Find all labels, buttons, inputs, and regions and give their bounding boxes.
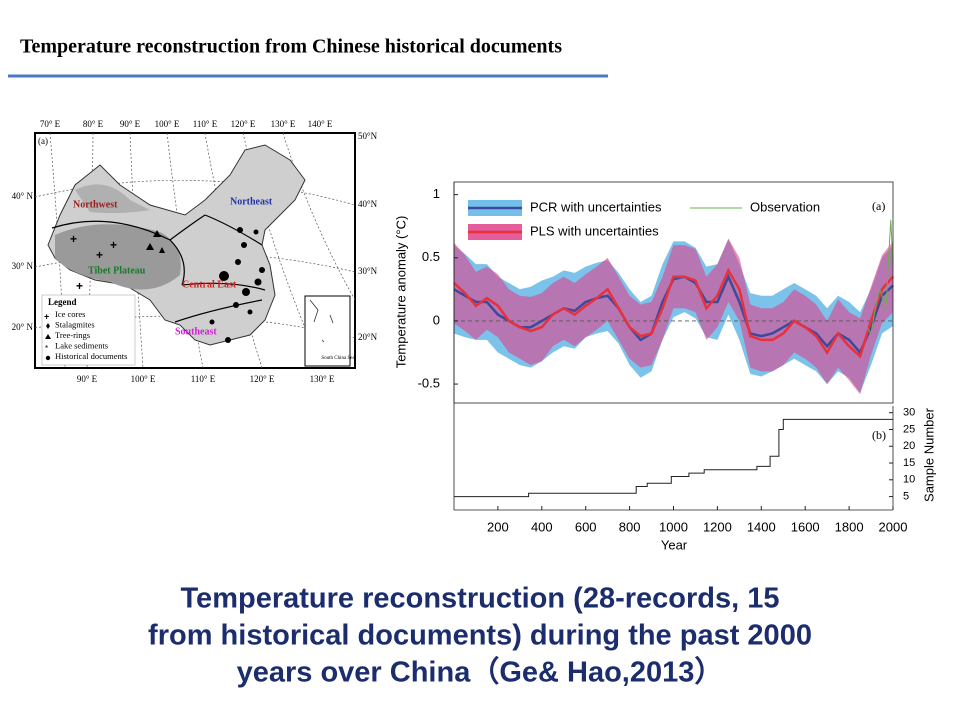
lon-label: 140° E [308, 119, 333, 129]
lon-label: 70° E [40, 119, 61, 129]
lon-label: 90° E [77, 374, 98, 384]
site-markers: + + + + [70, 227, 265, 343]
map-figure: + + + + + * (a) 70° E 80° E 90° E 100° E 110° E… [12, 119, 378, 384]
lon-label: 130° E [310, 374, 335, 384]
lat-label: 40°N [358, 199, 378, 209]
svg-text:+: + [76, 279, 83, 293]
y2-tick-label: 5 [903, 490, 909, 502]
region-label: Tibet Plateau [88, 265, 146, 276]
caption-line: Temperature reconstruction (28-records, … [181, 583, 780, 615]
x-tick-label: 600 [575, 519, 597, 534]
lon-label: 120° E [250, 374, 275, 384]
x-tick-label: 1000 [659, 519, 688, 534]
x-tick-label: 1600 [791, 519, 820, 534]
x-tick-label: 1400 [747, 519, 776, 534]
x-tick-label: 200 [487, 519, 509, 534]
lon-label: 90° E [120, 119, 141, 129]
region-boundaries [51, 214, 266, 323]
legend-label: PCR with uncertainties [530, 199, 662, 214]
lat-label: 40° N [12, 191, 34, 201]
svg-text:+: + [44, 311, 49, 321]
lat-label: 30° N [12, 261, 34, 271]
series-line [453, 267, 894, 359]
lon-label: 100° E [155, 119, 180, 129]
legend-item: Lake sediments [55, 340, 108, 350]
region-label: Southeast [175, 326, 217, 337]
x-axis-label: Year [661, 537, 688, 552]
legend-item: Stalagmites [55, 319, 95, 329]
caption-line: from historical documents) during the pa… [148, 620, 812, 652]
observation-line [866, 219, 894, 335]
region-label: Central East [182, 279, 237, 290]
lat-label: 20°N [358, 332, 378, 342]
legend-label: PLS with uncertainties [530, 223, 659, 238]
lat-label: 30°N [358, 266, 378, 276]
legend-title: Legend [48, 297, 77, 307]
svg-text:+: + [96, 248, 103, 262]
uncertainty-band [454, 238, 893, 395]
legend-label: Observation [750, 199, 820, 214]
svg-text:*: * [45, 344, 48, 353]
y-tick-label: -0.5 [418, 375, 440, 390]
y2-tick-label: 20 [903, 440, 915, 452]
y-tick-label: 1 [433, 186, 440, 201]
legend-item: Ice cores [55, 309, 85, 319]
legend-symbols: + * [44, 311, 51, 361]
lon-label: 110° E [193, 119, 218, 129]
x-tick-label: 1200 [703, 519, 732, 534]
lon-label: 120° E [231, 119, 256, 129]
legend-item: Historical documents [55, 351, 127, 361]
lat-label: 50°N [358, 131, 378, 141]
y2-tick-label: 15 [903, 457, 915, 469]
x-tick-label: 400 [531, 519, 553, 534]
panel-label: (b) [872, 428, 886, 442]
caption: Temperature reconstruction (28-records, … [148, 583, 812, 689]
svg-text:+: + [110, 238, 117, 252]
map-legend-box [41, 294, 136, 366]
region-label: Northwest [73, 199, 118, 210]
x-tick-label: 2000 [879, 519, 908, 534]
y2-tick-label: 10 [903, 474, 915, 486]
y-tick-label: 0.5 [422, 249, 440, 264]
lat-label: 20° N [12, 322, 34, 332]
y-axis-label: Temperature anomaly (°C) [393, 216, 408, 369]
caption-line: years over China（Ge& Hao,2013） [237, 656, 724, 689]
lon-label: 110° E [191, 374, 216, 384]
y2-axis-label: Sample Number [921, 407, 936, 502]
panel-label: (a) [872, 199, 885, 213]
basin-shading [75, 184, 150, 214]
inset-frame [304, 295, 351, 367]
y2-tick-label: 25 [903, 423, 915, 435]
map-panel-label: (a) [38, 136, 48, 146]
legend-item: Tree-rings [55, 330, 90, 340]
y-tick-label: 0 [433, 312, 440, 327]
x-tick-label: 800 [619, 519, 641, 534]
lon-label: 80° E [83, 119, 104, 129]
svg-text:+: + [70, 232, 77, 246]
slide-title: Temperature reconstruction from Chinese … [20, 36, 562, 58]
lon-label: 100° E [131, 374, 156, 384]
inset-coast [309, 299, 334, 343]
sample-step-line [454, 418, 893, 498]
x-tick-label: 1800 [835, 519, 864, 534]
tibet-shading [55, 224, 181, 290]
inset-label: South China Sea [321, 356, 355, 361]
y2-tick-label: 30 [903, 407, 915, 419]
region-label: Northeast [230, 196, 273, 207]
lon-label: 130° E [271, 119, 296, 129]
